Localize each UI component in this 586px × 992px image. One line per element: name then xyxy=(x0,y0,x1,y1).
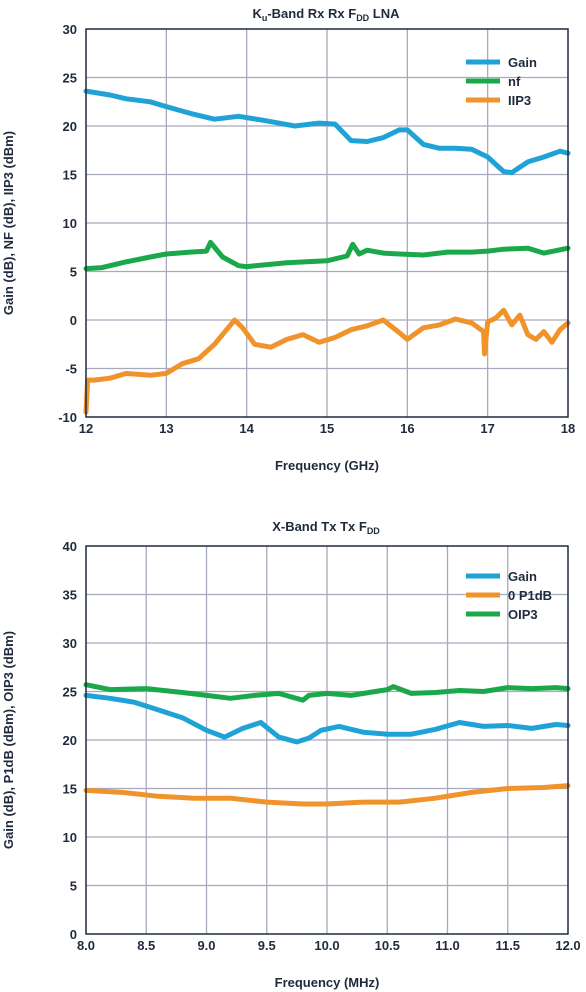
y-tick-label: 35 xyxy=(63,588,77,603)
y-tick-label: -5 xyxy=(65,362,77,377)
legend-label: OIP3 xyxy=(508,607,538,622)
y-axis-label: Gain (dB), P1dB (dBm), OIP3 (dBm) xyxy=(1,631,16,849)
y-tick-label: 25 xyxy=(63,685,77,700)
y-tick-label: 15 xyxy=(63,782,77,797)
legend-label: nf xyxy=(508,74,521,89)
x-axis-label: Frequency (MHz) xyxy=(275,975,380,990)
y-tick-label: 25 xyxy=(63,71,77,86)
legend-label: IIP3 xyxy=(508,93,531,108)
legend: Gain nf IIP3 xyxy=(466,55,537,108)
series-line-0-p1db xyxy=(83,783,571,807)
x-tick-label: 9.0 xyxy=(197,938,215,953)
y-tick-label: 20 xyxy=(63,119,77,134)
x-tick-label: 8.5 xyxy=(137,938,155,953)
series-line-iip3 xyxy=(83,307,571,415)
x-tick-label: 9.5 xyxy=(258,938,276,953)
grid xyxy=(86,29,568,417)
y-tick-label: 5 xyxy=(70,265,77,280)
plot-area xyxy=(83,88,571,415)
grid xyxy=(86,546,568,934)
x-tick-label: 10.0 xyxy=(314,938,339,953)
y-tick-label: 20 xyxy=(63,733,77,748)
x-tick-label: 12.0 xyxy=(555,938,580,953)
y-tick-label: 40 xyxy=(63,539,77,554)
y-tick-label: 0 xyxy=(70,313,77,328)
series-line-nf xyxy=(83,239,571,272)
y-tick-label: 10 xyxy=(63,830,77,845)
x-tick-label: 12 xyxy=(79,421,93,436)
x-axis-label: Frequency (GHz) xyxy=(275,458,379,473)
x-tick-label: 8.0 xyxy=(77,938,95,953)
series-line-oip3 xyxy=(83,682,571,703)
x-tick-label: 15 xyxy=(320,421,334,436)
x-tick-label: 17 xyxy=(480,421,494,436)
y-tick-label: 5 xyxy=(70,879,77,894)
x-tick-label: 18 xyxy=(561,421,575,436)
y-tick-label: 15 xyxy=(63,168,77,183)
chart-title: Ku-Band Rx Rx FDD LNA xyxy=(252,6,400,23)
legend-label: Gain xyxy=(508,569,537,584)
chart-title: X-Band Tx Tx FDD xyxy=(272,519,380,536)
legend: Gain 0 P1dB OIP3 xyxy=(466,569,552,622)
plot-area xyxy=(83,682,571,807)
x-tick-label: 14 xyxy=(239,421,254,436)
plot-frame xyxy=(85,28,569,418)
y-tick-label: 30 xyxy=(63,22,77,37)
x-tick-label: 11.5 xyxy=(495,938,520,953)
x-band-tx-chart: X-Band Tx Tx FDD 8.0 8.5 9.0 9.5 10.0 10.5 11.… xyxy=(1,519,581,990)
x-tick-label: 16 xyxy=(400,421,414,436)
tick-labels: 12 13 14 15 16 17 18 -10 -5 0 5 10 15 20 25 30 xyxy=(58,22,575,436)
x-tick-label: 10.5 xyxy=(375,938,400,953)
x-tick-label: 11.0 xyxy=(435,938,460,953)
y-axis-label: Gain (dB), NF (dB), IIP3 (dBm) xyxy=(1,131,16,315)
x-tick-label: 13 xyxy=(159,421,173,436)
legend-label: 0 P1dB xyxy=(508,588,552,603)
ku-band-lna-chart: Ku-Band Rx Rx FDD LNA 12 13 14 15 16 17 18 -10 -… xyxy=(1,6,575,473)
y-tick-label: 10 xyxy=(63,216,77,231)
plot-frame xyxy=(85,545,569,935)
tick-labels: 8.0 8.5 9.0 9.5 10.0 10.5 11.0 11.5 12.0 0 5 10 15 20… xyxy=(63,539,581,953)
series-line-gain xyxy=(83,692,571,745)
legend-label: Gain xyxy=(508,55,537,70)
y-tick-label: 30 xyxy=(63,636,77,651)
y-tick-label: -10 xyxy=(58,410,77,425)
series-line-gain xyxy=(83,88,571,176)
y-tick-label: 0 xyxy=(70,927,77,942)
